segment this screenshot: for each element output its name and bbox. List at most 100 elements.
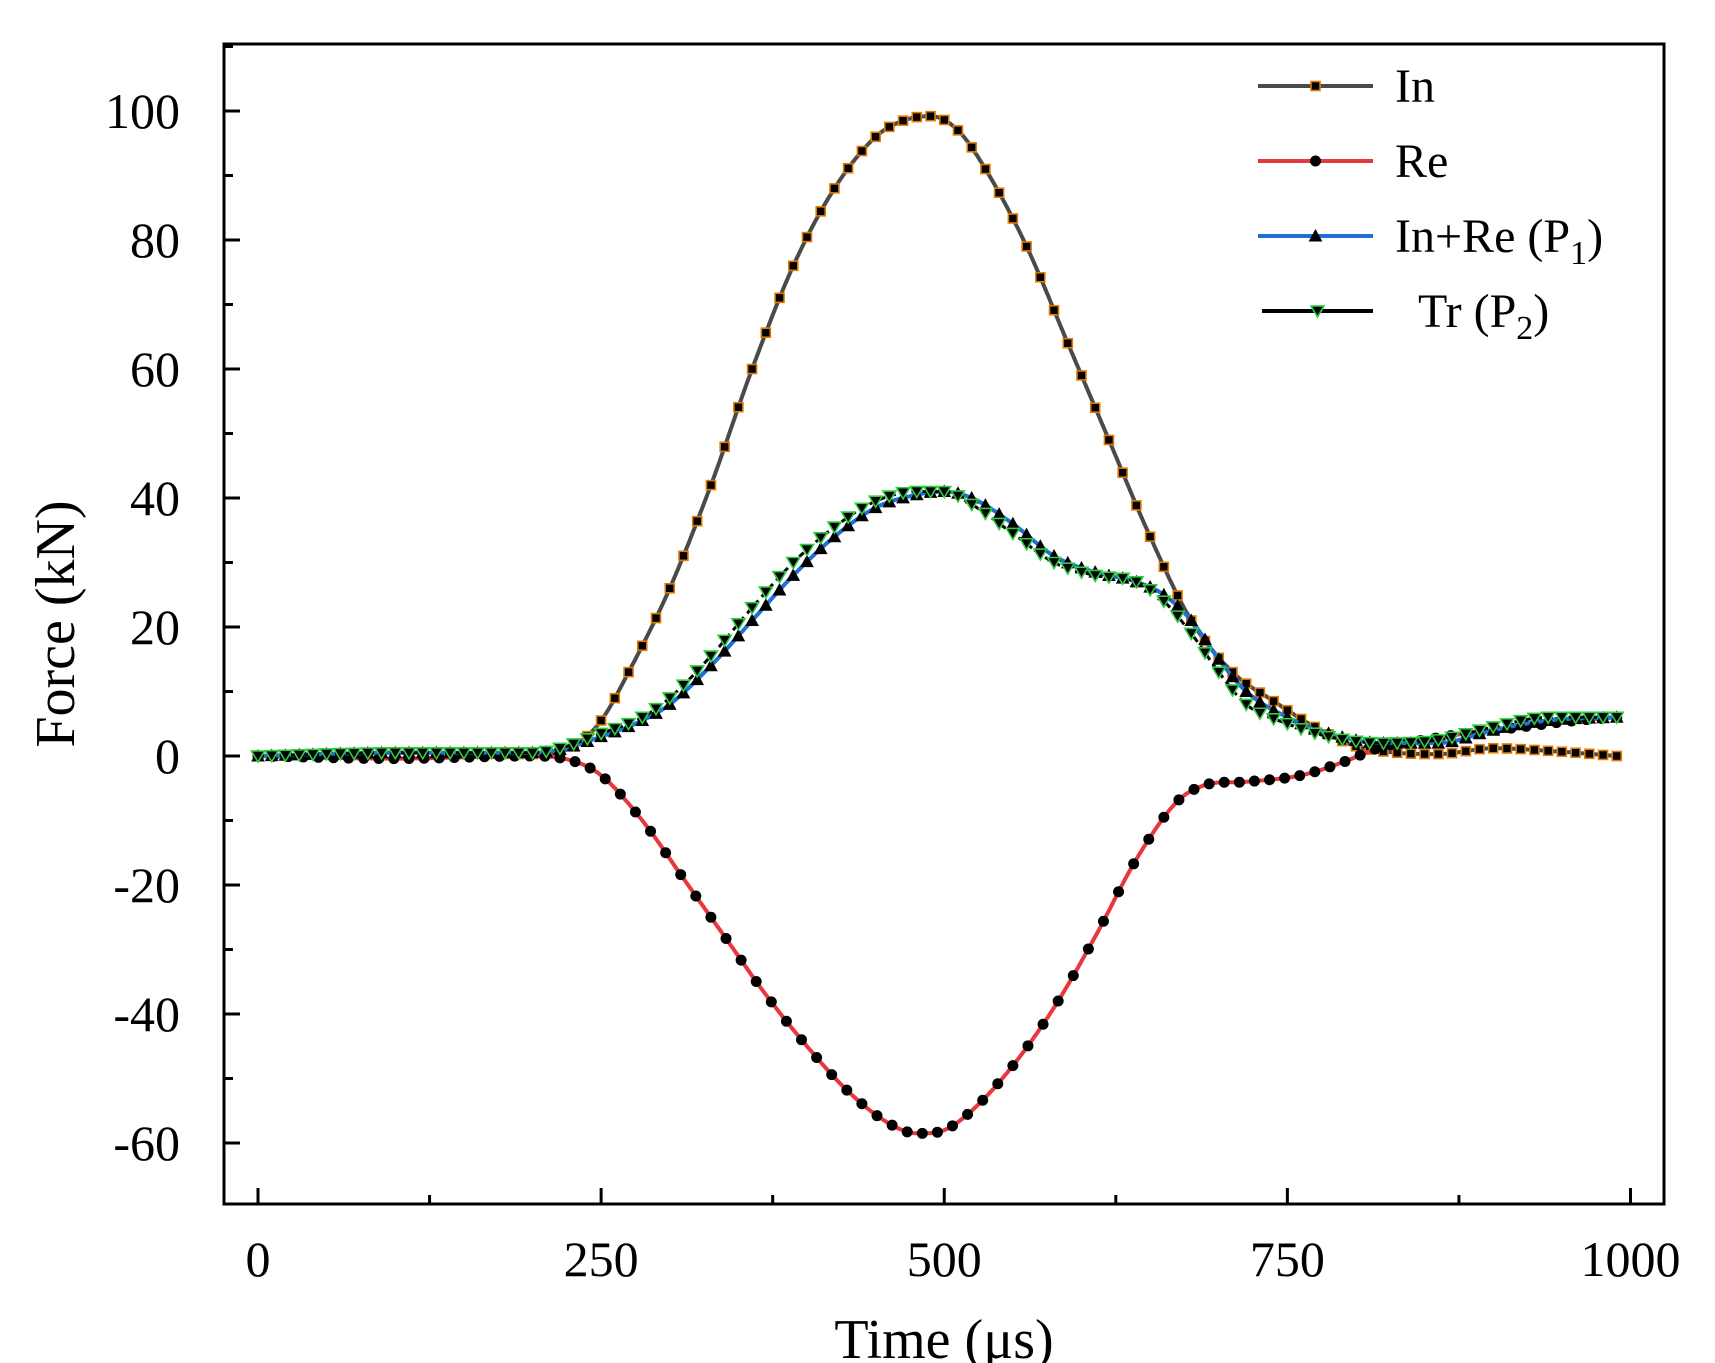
data-point-re (1052, 995, 1064, 1007)
data-point-re (992, 1078, 1004, 1090)
y-tick-label: 100 (105, 83, 180, 139)
data-point-tr-p2 (497, 746, 513, 761)
data-point-tr-p2 (373, 747, 390, 761)
data-point-re (1279, 772, 1291, 784)
data-point-tr-p2 (840, 511, 857, 525)
y-tick-label: 80 (130, 212, 180, 268)
data-point-tr-p2 (442, 746, 459, 761)
data-point-tr-p2 (1279, 717, 1296, 732)
legend-marker-in (1310, 80, 1321, 92)
data-point-tr-p2 (1595, 711, 1611, 725)
data-point-tr-p2 (1567, 711, 1584, 725)
data-point-in (774, 292, 785, 304)
x-axis-title: Time (μs) (834, 1309, 1053, 1363)
data-point-tr-p2 (332, 747, 349, 762)
data-point-tr-p2 (1059, 562, 1076, 576)
data-point-in (1103, 434, 1115, 446)
series-group (250, 110, 1625, 1139)
data-point-in (664, 582, 676, 594)
data-point-re (1218, 776, 1230, 788)
x-tick-label: 1000 (1581, 1231, 1681, 1287)
series-in-re-p1 (251, 484, 1624, 762)
data-point-in-re-p1 (690, 672, 705, 686)
data-point-tr-p2 (1471, 724, 1488, 738)
data-point-tr-p2 (1128, 576, 1145, 590)
data-point-re (1143, 833, 1155, 845)
data-point-in (636, 640, 648, 652)
y-tick-label: 0 (155, 728, 180, 784)
data-point-tr-p2 (1183, 627, 1200, 642)
data-point-in (938, 114, 950, 126)
data-point-tr-p2 (1210, 666, 1227, 680)
data-point-in-re-p1 (717, 644, 732, 657)
data-point-in (705, 479, 717, 491)
data-point-in (746, 363, 758, 375)
data-point-tr-p2 (1416, 735, 1433, 750)
data-point-tr-p2 (1169, 610, 1186, 624)
data-point-tr-p2 (1101, 571, 1117, 585)
data-point-re (660, 847, 672, 859)
data-point-tr-p2 (1389, 737, 1406, 751)
data-point-re (1067, 970, 1079, 982)
axis-tick-labels: 0 250 500 750 1000 -60 -40 -20 0 20 40 60 80 100 (105, 83, 1681, 1287)
data-point-tr-p2 (1155, 595, 1172, 609)
data-point-re (856, 1098, 868, 1110)
y-tick-label: 60 (130, 341, 180, 397)
data-point-tr-p2 (1526, 712, 1543, 726)
data-point-in (1172, 590, 1183, 601)
data-point-in (1076, 370, 1087, 381)
series-tr-p2 (250, 485, 1625, 764)
data-point-in (1570, 747, 1581, 759)
data-point-tr-p2 (1032, 548, 1049, 562)
data-point-in-re-p1 (813, 541, 828, 555)
data-point-tr-p2 (1457, 728, 1474, 742)
data-point-in-re-p1 (1239, 684, 1254, 697)
x-tick-label: 0 (246, 1231, 271, 1287)
data-point-tr-p2 (1306, 727, 1323, 741)
data-point-in (595, 715, 607, 726)
data-point-re (780, 1015, 792, 1027)
data-point-tr-p2 (359, 747, 376, 761)
data-point-tr-p2 (703, 650, 719, 664)
data-point-tr-p2 (1320, 730, 1337, 745)
data-point-re (675, 869, 687, 881)
data-point-tr-p2 (1197, 646, 1213, 661)
data-point-in-re-p1 (1253, 695, 1267, 708)
data-point-tr-p2 (538, 745, 555, 759)
data-point-tr-p2 (552, 742, 568, 756)
data-point-tr-p2 (1402, 736, 1419, 751)
legend-marker-tr-p2 (1309, 305, 1326, 319)
data-point-re (1037, 1018, 1049, 1030)
data-point-tr-p2 (853, 502, 870, 516)
data-point-re (1203, 778, 1215, 790)
data-point-in-re-p1 (758, 598, 773, 611)
data-point-tr-p2 (1499, 718, 1515, 732)
data-point-tr-p2 (263, 749, 280, 764)
series-line-in-re-p1 (257, 489, 1617, 758)
data-point-in (678, 550, 689, 562)
data-point-in (1597, 749, 1609, 761)
data-point-tr-p2 (950, 490, 966, 504)
series-in (252, 110, 1623, 762)
data-point-tr-p2 (1293, 723, 1310, 737)
x-tick-label: 500 (907, 1231, 982, 1287)
data-point-re (1007, 1060, 1019, 1072)
data-point-tr-p2 (414, 746, 431, 761)
data-point-in (1446, 747, 1458, 759)
data-point-tr-p2 (1375, 737, 1392, 751)
data-point-tr-p2 (675, 679, 692, 693)
data-point-tr-p2 (1238, 698, 1255, 712)
data-point-in-re-p1 (745, 613, 759, 627)
data-point-tr-p2 (785, 556, 802, 571)
legend: In Re In+Re (P1) Tr (P2) (1258, 60, 1603, 347)
data-point-re (901, 1126, 913, 1138)
data-point-in (801, 231, 813, 243)
data-point-tr-p2 (1581, 711, 1598, 725)
data-point-tr-p2 (469, 746, 486, 761)
data-point-tr-p2 (1252, 707, 1268, 721)
data-point-re (1339, 755, 1351, 767)
data-point-re (1354, 749, 1366, 761)
data-point-tr-p2 (1553, 711, 1570, 725)
data-point-tr-p2 (812, 531, 829, 546)
series-line-tr-p2 (257, 490, 1617, 758)
